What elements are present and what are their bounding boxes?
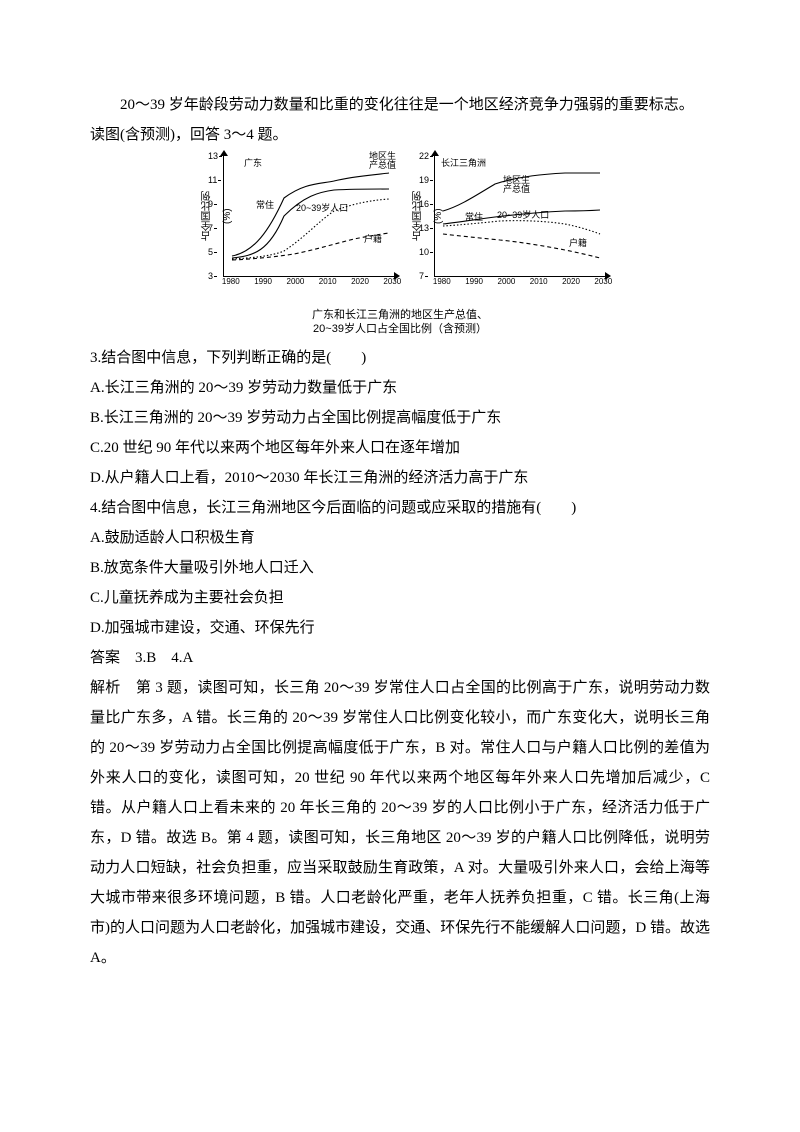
q3-stem: 3.结合图中信息，下列判断正确的是( ) (90, 343, 710, 373)
analysis-block: 解析 第 3 题，读图可知，长三角 20～39 岁常住人口占全国的比例高于广东，… (90, 673, 710, 973)
chart-caption: 广东和长江三角洲的地区生产总值、 20~39岁人口占全国比例（含预测） (90, 308, 710, 337)
lbl-gdp-left: 地区生产总值 (369, 152, 396, 171)
document-page: 20～39 岁年龄段劳动力数量和比重的变化往往是一个地区经济竞争力强弱的重要标志… (0, 0, 800, 1033)
lbl-hukou-left: 户籍 (364, 230, 382, 248)
q4-opt-a: A.鼓励适龄人口积极生育 (90, 523, 710, 553)
analysis-label: 解析 (90, 680, 136, 696)
lbl-title-left: 广东 (244, 154, 262, 172)
lbl-gdp-right: 地区生产总值 (503, 176, 530, 195)
chart-figure: 占全国比例(%) 3 5 7 9 11 13 1980 1990 2000 20… (90, 156, 710, 337)
lbl-resident-left: 常住 (256, 196, 274, 214)
chart-guangdong: 占全国比例(%) 3 5 7 9 11 13 1980 1990 2000 20… (223, 156, 394, 277)
q4-stem: 4.结合图中信息，长江三角洲地区今后面临的问题或应采取的措施有( ) (90, 493, 710, 523)
lbl-age-right: 20~39岁人口 (497, 206, 549, 224)
q3-opt-d: D.从户籍人口上看，2010～2030 年长江三角洲的经济活力高于广东 (90, 463, 710, 493)
q4-opt-b: B.放宽条件大量吸引外地人口迁入 (90, 553, 710, 583)
q4-opt-d: D.加强城市建设，交通、环保先行 (90, 613, 710, 643)
intro-line1: 20～39 岁年龄段劳动力数量和比重的变化往往是一个地区经济竞争力强弱的重要标志… (90, 90, 710, 120)
q3-opt-b: B.长江三角洲的 20～39 岁劳动力占全国比例提高幅度低于广东 (90, 403, 710, 433)
analysis-text: 第 3 题，读图可知，长三角 20～39 岁常住人口占全国的比例高于广东，说明劳… (90, 680, 710, 966)
lbl-age-left: 20~39岁人口 (296, 199, 348, 217)
lbl-resident-right: 常住 (465, 208, 483, 226)
chart-yangtze: 占全国比例(%) 7 10 13 16 19 22 1980 1990 2000… (434, 156, 605, 277)
lbl-title-right: 长江三角洲 (441, 154, 486, 172)
lbl-hukou-right: 户籍 (569, 234, 587, 252)
q3-opt-c: C.20 世纪 90 年代以来两个地区每年外来人口在逐年增加 (90, 433, 710, 463)
q4-opt-c: C.儿童抚养成为主要社会负担 (90, 583, 710, 613)
q3-opt-a: A.长江三角洲的 20～39 岁劳动力数量低于广东 (90, 373, 710, 403)
intro-line2: 读图(含预测)，回答 3～4 题。 (90, 120, 710, 150)
answer-line: 答案 3.B 4.A (90, 643, 710, 673)
